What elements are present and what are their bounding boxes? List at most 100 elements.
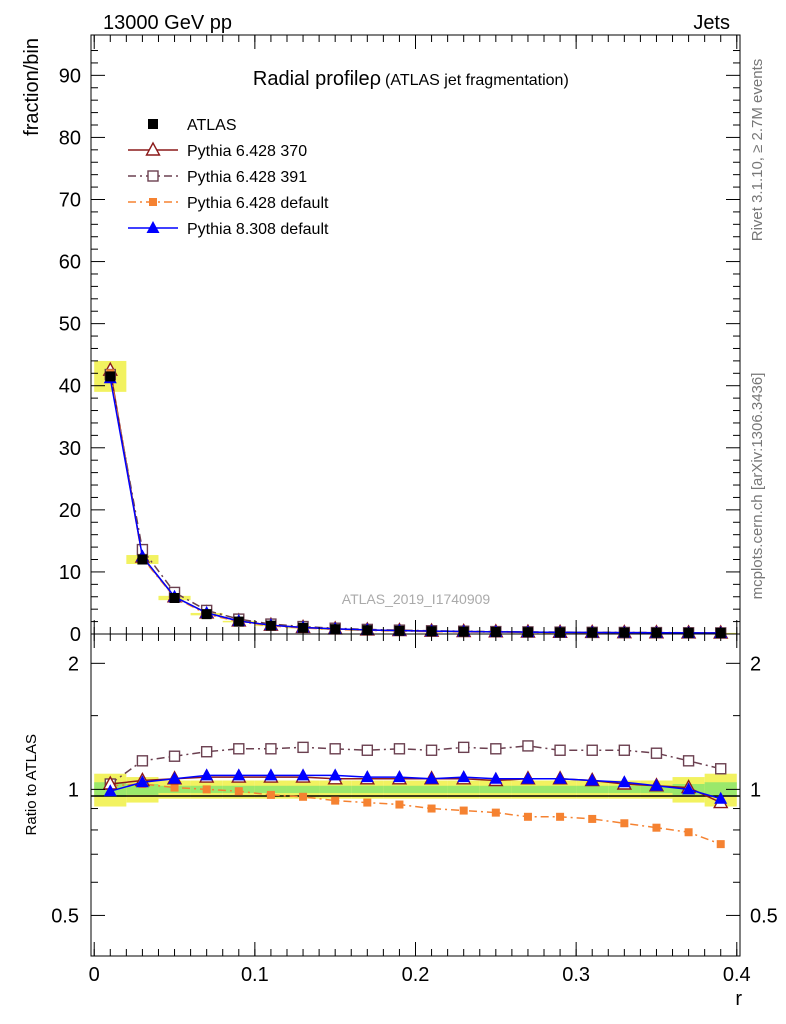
ratio-band-inner <box>286 785 320 794</box>
data-point <box>299 792 308 801</box>
legend-entry: Pythia 8.308 default <box>128 221 329 238</box>
ratio-y-axis-label: Ratio to ATLAS <box>23 734 40 835</box>
legend-entry: Pythia 6.428 default <box>128 195 329 212</box>
data-point <box>714 791 728 804</box>
ratio-y-tick-label-right: 1 <box>750 779 761 801</box>
data-point <box>618 744 631 756</box>
data-point <box>459 806 468 815</box>
data-point <box>457 770 471 783</box>
main-y-tick-label: 40 <box>59 376 81 398</box>
data-point <box>135 775 149 788</box>
data-point <box>715 763 727 775</box>
ratio-series-pythia-8-308-default <box>103 768 728 804</box>
main-panel: 0 10 20 30 40 50 60 70 80 90 Radial profileρ (ATL… <box>21 34 741 646</box>
data-point <box>331 796 340 805</box>
series-line <box>110 783 721 845</box>
legend-label: Pythia 8.308 default <box>187 221 329 238</box>
main-axes: 0 10 20 30 40 50 60 70 80 90 <box>59 35 740 646</box>
data-point <box>620 819 629 828</box>
data-point <box>296 768 310 781</box>
ratio-y-tick-label: 2 <box>68 653 79 675</box>
ratio-band-inner <box>383 785 416 794</box>
x-tick-label: 0 <box>89 964 100 986</box>
data-point <box>202 785 211 794</box>
ratio-band-inner <box>319 785 352 794</box>
data-point <box>297 741 309 754</box>
data-point <box>490 743 502 755</box>
data-point <box>392 770 406 783</box>
series-line <box>110 774 721 800</box>
data-point <box>201 609 212 620</box>
ratio-band-inner <box>576 785 609 794</box>
ratio-band-inner <box>511 785 545 794</box>
data-point <box>266 790 275 799</box>
legend-label: ATLAS <box>187 117 237 134</box>
data-point <box>395 800 404 809</box>
data-point <box>169 592 180 603</box>
data-point <box>617 775 631 788</box>
data-point <box>103 784 117 797</box>
legend-entry: ATLAS <box>148 117 237 134</box>
data-point <box>234 787 243 796</box>
data-point <box>489 771 503 784</box>
data-point <box>457 741 470 754</box>
data-point <box>264 768 278 781</box>
data-point <box>554 744 566 756</box>
x-tick-label: 0.1 <box>241 964 269 986</box>
legend-marker <box>146 221 160 233</box>
ratio-y-tick-label: 0.5 <box>51 905 79 927</box>
data-point <box>233 616 244 627</box>
data-point <box>170 783 179 792</box>
ratio-series-pythia-6-428-default <box>106 779 725 849</box>
data-point <box>361 744 374 756</box>
main-title: Radial profileρ <box>253 68 381 90</box>
data-point <box>200 768 214 781</box>
ratio-band-inner <box>415 785 448 794</box>
legend: ATLAS Pythia 6.428 370 Pythia 6.428 391 Pyt… <box>128 117 329 238</box>
data-point <box>521 771 535 784</box>
legend-marker <box>145 141 161 156</box>
ratio-band-inner <box>351 785 384 794</box>
legend-marker <box>148 119 158 129</box>
ratio-band-inner <box>479 785 512 794</box>
analysis-watermark: ATLAS_2019_I1740909 <box>342 591 491 607</box>
ratio-frame <box>90 633 741 957</box>
data-point <box>553 771 567 784</box>
data-point <box>652 823 661 832</box>
legend-entry: Pythia 6.428 391 <box>128 169 307 186</box>
data-point <box>588 814 597 823</box>
data-point <box>137 554 148 565</box>
ratio-band-inner <box>704 782 737 797</box>
legend-label: Pythia 6.428 default <box>187 195 329 212</box>
main-y-tick-label: 60 <box>59 252 81 274</box>
data-point <box>200 746 213 758</box>
data-point <box>232 768 246 781</box>
main-y-tick-label: 30 <box>59 438 81 460</box>
header-energy: 13000 GeV pp <box>103 12 232 34</box>
data-point <box>425 771 439 784</box>
main-y-tick-label: 90 <box>59 65 81 87</box>
data-point <box>716 840 725 849</box>
ratio-band-inner <box>254 785 287 794</box>
main-y-tick-label: 50 <box>59 314 81 336</box>
data-point <box>650 747 663 759</box>
ratio-y-tick-label: 1 <box>68 779 79 801</box>
data-point <box>522 740 534 752</box>
main-y-tick-label: 10 <box>59 562 81 584</box>
data-point <box>105 371 116 382</box>
data-point <box>491 808 500 817</box>
legend-marker <box>147 170 159 182</box>
data-point <box>265 620 276 631</box>
rivet-info: Rivet 3.1.10, ≥ 2.7M events <box>749 59 766 242</box>
ratio-axes: 0 0.1 0.2 0.3 0.4 0.5 0.5 1 1 2 2 <box>51 634 778 986</box>
data-point <box>363 798 372 807</box>
ratio-series-group <box>102 740 729 849</box>
mcplots-info: mcplots.cern.ch [arXiv:1306.3436] <box>749 373 766 600</box>
series-line <box>110 776 722 804</box>
data-point <box>427 804 436 813</box>
ratio-y-tick-label-right: 0.5 <box>750 905 778 927</box>
x-tick-label: 0.4 <box>723 964 751 986</box>
main-y-tick-label: 20 <box>59 500 81 522</box>
data-point <box>649 778 663 791</box>
x-axis-label: r <box>735 988 742 1010</box>
